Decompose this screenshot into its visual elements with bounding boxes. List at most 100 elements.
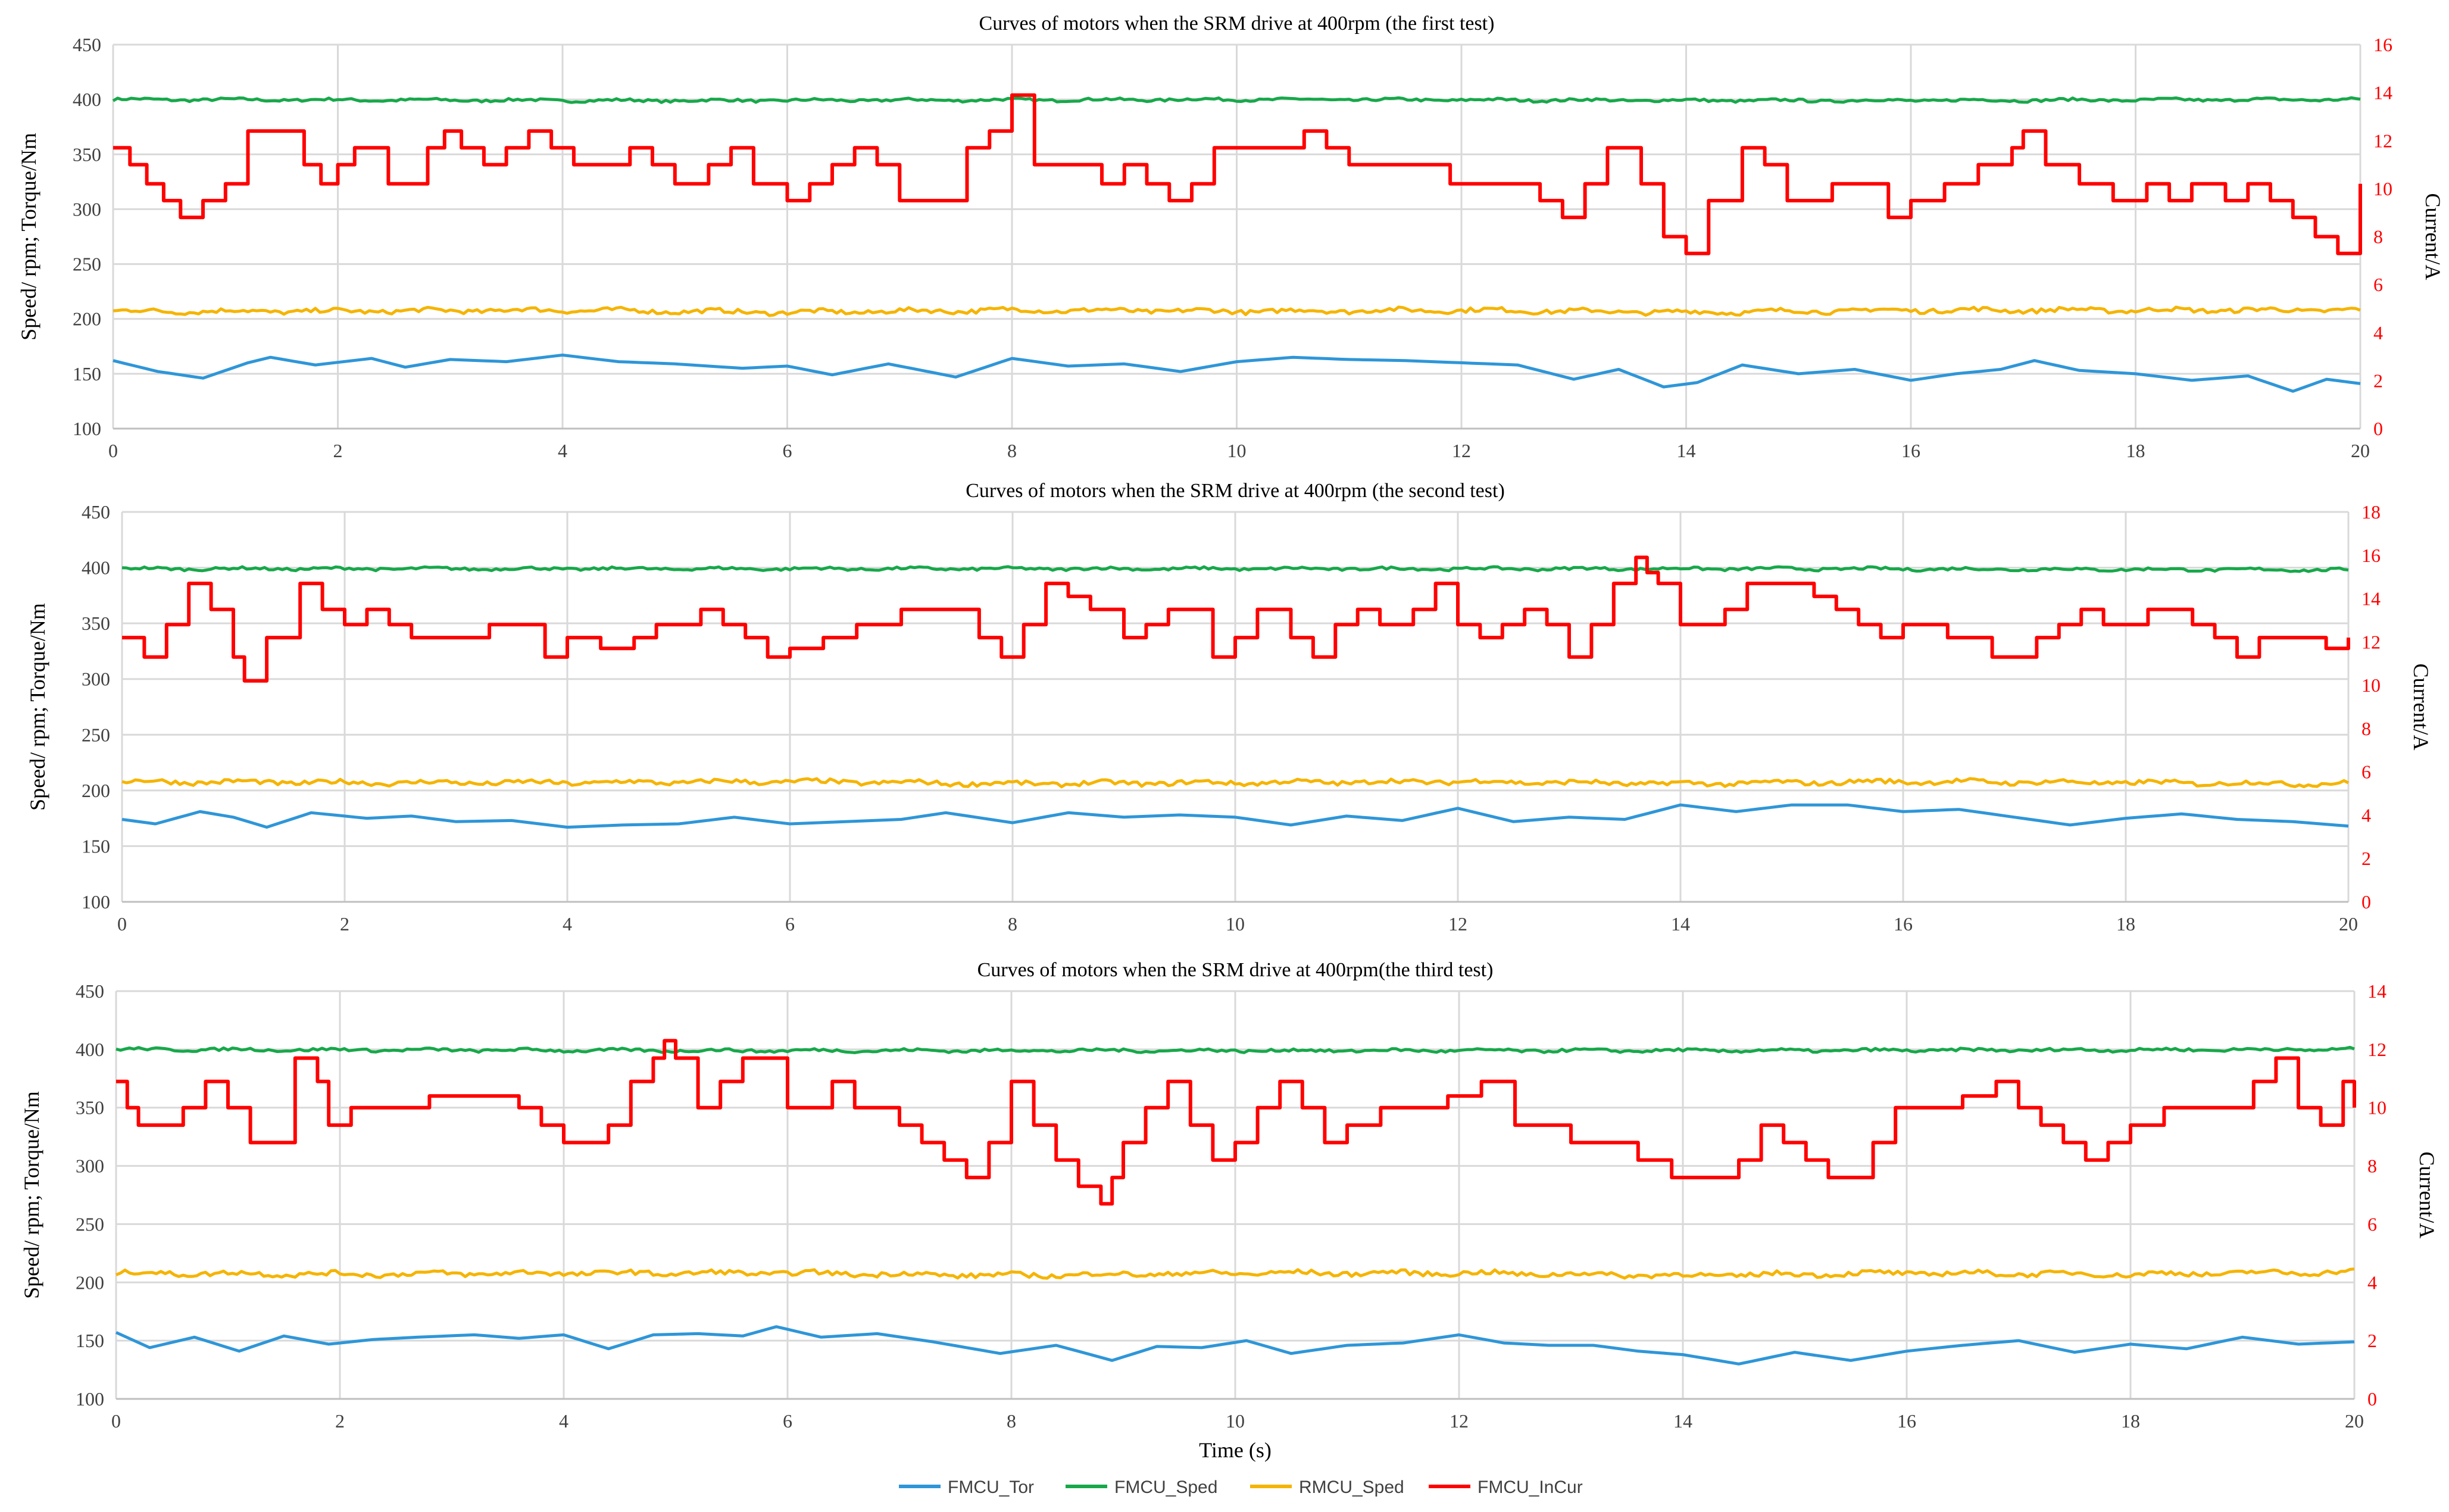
chart-panel-1: 100 150 200 250 300 350 400 450 0 2 4 6 8 10 12 14 16 0 2 4…: [17, 13, 2445, 461]
series-line-fmcu-tor: [121, 803, 2349, 829]
y-axis-label: Speed/ rpm; Torque/Nm: [17, 133, 40, 340]
x-tick-label: 10: [1227, 440, 1247, 461]
x-axis-label: Time (s): [1199, 1438, 1272, 1462]
y-tick-label: 100: [76, 1388, 104, 1410]
y2-tick-label: 6: [2361, 761, 2371, 783]
y-tick-label: 350: [73, 143, 101, 165]
y2-tick-label: 14: [2367, 980, 2386, 1002]
x-tick-label: 14: [1677, 440, 1696, 461]
y2-tick-label: 12: [2373, 130, 2392, 151]
x-tick-label: 20: [2339, 913, 2358, 935]
series-line-rmcu-sped: [113, 305, 2361, 317]
y2-tick-label: 6: [2373, 274, 2383, 295]
x-tick-label: 2: [335, 1410, 345, 1432]
y-tick-label: 450: [76, 980, 104, 1002]
x-tick-label: 18: [2116, 913, 2135, 935]
y2-tick-label: 8: [2373, 226, 2383, 248]
y-tick-label: 100: [82, 891, 110, 913]
x-tick-label: 0: [111, 1410, 121, 1432]
series-line-fmcu-sped: [112, 96, 2361, 104]
y2-axis-label: Current/A: [2421, 193, 2445, 280]
x-tick-label: 12: [1448, 913, 1467, 935]
legend-label: FMCU_InCur: [1477, 1477, 1583, 1497]
legend-label: RMCU_Sped: [1299, 1477, 1404, 1497]
x-tick-label: 12: [1450, 1410, 1469, 1432]
y2-tick-label: 6: [2367, 1213, 2377, 1235]
y2-tick-label: 8: [2361, 718, 2371, 739]
y-tick-label: 250: [82, 724, 110, 745]
y2-tick-label: 4: [2373, 322, 2383, 343]
y2-tick-label: 4: [2367, 1272, 2377, 1293]
chart-title: Curves of motors when the SRM drive at 4…: [966, 480, 1505, 502]
y-tick-label: 300: [76, 1155, 104, 1177]
x-tick-label: 6: [783, 440, 792, 461]
y2-tick-label: 8: [2367, 1155, 2377, 1177]
legend-label: FMCU_Sped: [1114, 1477, 1217, 1497]
y-tick-label: 350: [82, 613, 110, 634]
y2-tick-label: 10: [2367, 1097, 2386, 1119]
series-line-fmcu-incur: [122, 555, 2350, 683]
chart-title: Curves of motors when the SRM drive at 4…: [977, 959, 1494, 981]
x-tick-label: 16: [1897, 1410, 1916, 1432]
series-line-fmcu-incur: [113, 93, 2362, 255]
y2-tick-label: 2: [2361, 848, 2371, 869]
x-tick-label: 8: [1007, 440, 1017, 461]
legend: FMCU_Tor FMCU_Sped RMCU_Sped FMCU_InCur: [899, 1477, 1583, 1497]
chart-panel-3: 100 150 200 250 300 350 400 450 0 2 4 6 8 10 12 14 0 2 4 6 8…: [20, 959, 2439, 1462]
legend-label: FMCU_Tor: [948, 1477, 1034, 1497]
x-tick-label: 4: [559, 1410, 568, 1432]
series-line-rmcu-sped: [115, 1267, 2355, 1280]
x-tick-label: 20: [2351, 440, 2370, 461]
y-tick-label: 250: [73, 254, 101, 275]
y2-axis-label: Current/A: [2415, 1152, 2439, 1239]
x-tick-label: 2: [340, 913, 349, 935]
x-tick-label: 18: [2121, 1410, 2140, 1432]
y2-tick-label: 12: [2361, 631, 2381, 652]
series-line-fmcu-sped: [121, 565, 2349, 573]
y2-axis-label: Current/A: [2409, 664, 2433, 751]
x-tick-label: 8: [1007, 1410, 1016, 1432]
x-tick-label: 0: [117, 913, 127, 935]
series-line-fmcu-tor: [115, 1325, 2355, 1366]
y2-tick-label: 10: [2361, 674, 2381, 696]
y-tick-label: 150: [73, 363, 101, 385]
y2-tick-label: 0: [2361, 891, 2371, 913]
x-tick-label: 4: [558, 440, 567, 461]
y2-tick-label: 16: [2361, 545, 2381, 566]
y-tick-label: 100: [73, 418, 101, 439]
series-line-fmcu-tor: [113, 354, 2361, 393]
y-axis-label: Speed/ rpm; Torque/Nm: [20, 1091, 43, 1299]
y-axis-label: Speed/ rpm; Torque/Nm: [26, 603, 49, 811]
y2-tick-label: 0: [2367, 1388, 2377, 1410]
y-tick-label: 200: [76, 1272, 104, 1293]
y-tick-label: 400: [73, 89, 101, 110]
y-tick-label: 150: [82, 835, 110, 857]
y2-tick-label: 4: [2361, 804, 2371, 826]
y-tick-label: 200: [82, 780, 110, 801]
y2-tick-label: 16: [2373, 34, 2392, 55]
x-tick-label: 10: [1226, 913, 1245, 935]
x-tick-label: 10: [1226, 1410, 1245, 1432]
y2-tick-label: 2: [2373, 370, 2383, 391]
x-tick-label: 0: [108, 440, 118, 461]
series-line-rmcu-sped: [121, 777, 2350, 789]
x-tick-label: 6: [783, 1410, 792, 1432]
chart-panel-2: 100 150 200 250 300 350 400 450 0 2 4 6 8 10 12 14 16 18 0…: [26, 480, 2433, 935]
y-tick-label: 400: [76, 1039, 104, 1060]
y-tick-label: 250: [76, 1213, 104, 1235]
y-tick-label: 300: [82, 668, 110, 690]
y-tick-label: 450: [73, 34, 101, 55]
y2-tick-label: 14: [2373, 82, 2392, 104]
y2-tick-label: 14: [2361, 588, 2381, 610]
series-line-fmcu-sped: [115, 1045, 2355, 1054]
y-tick-label: 450: [82, 501, 110, 523]
chart-title: Curves of motors when the SRM drive at 4…: [979, 13, 1495, 35]
x-tick-label: 12: [1452, 440, 1471, 461]
y-tick-label: 300: [73, 198, 101, 220]
x-tick-label: 8: [1008, 913, 1017, 935]
x-tick-label: 6: [785, 913, 795, 935]
x-tick-label: 20: [2345, 1410, 2364, 1432]
y-tick-label: 200: [73, 308, 101, 330]
x-tick-label: 4: [563, 913, 572, 935]
x-tick-label: 18: [2126, 440, 2145, 461]
